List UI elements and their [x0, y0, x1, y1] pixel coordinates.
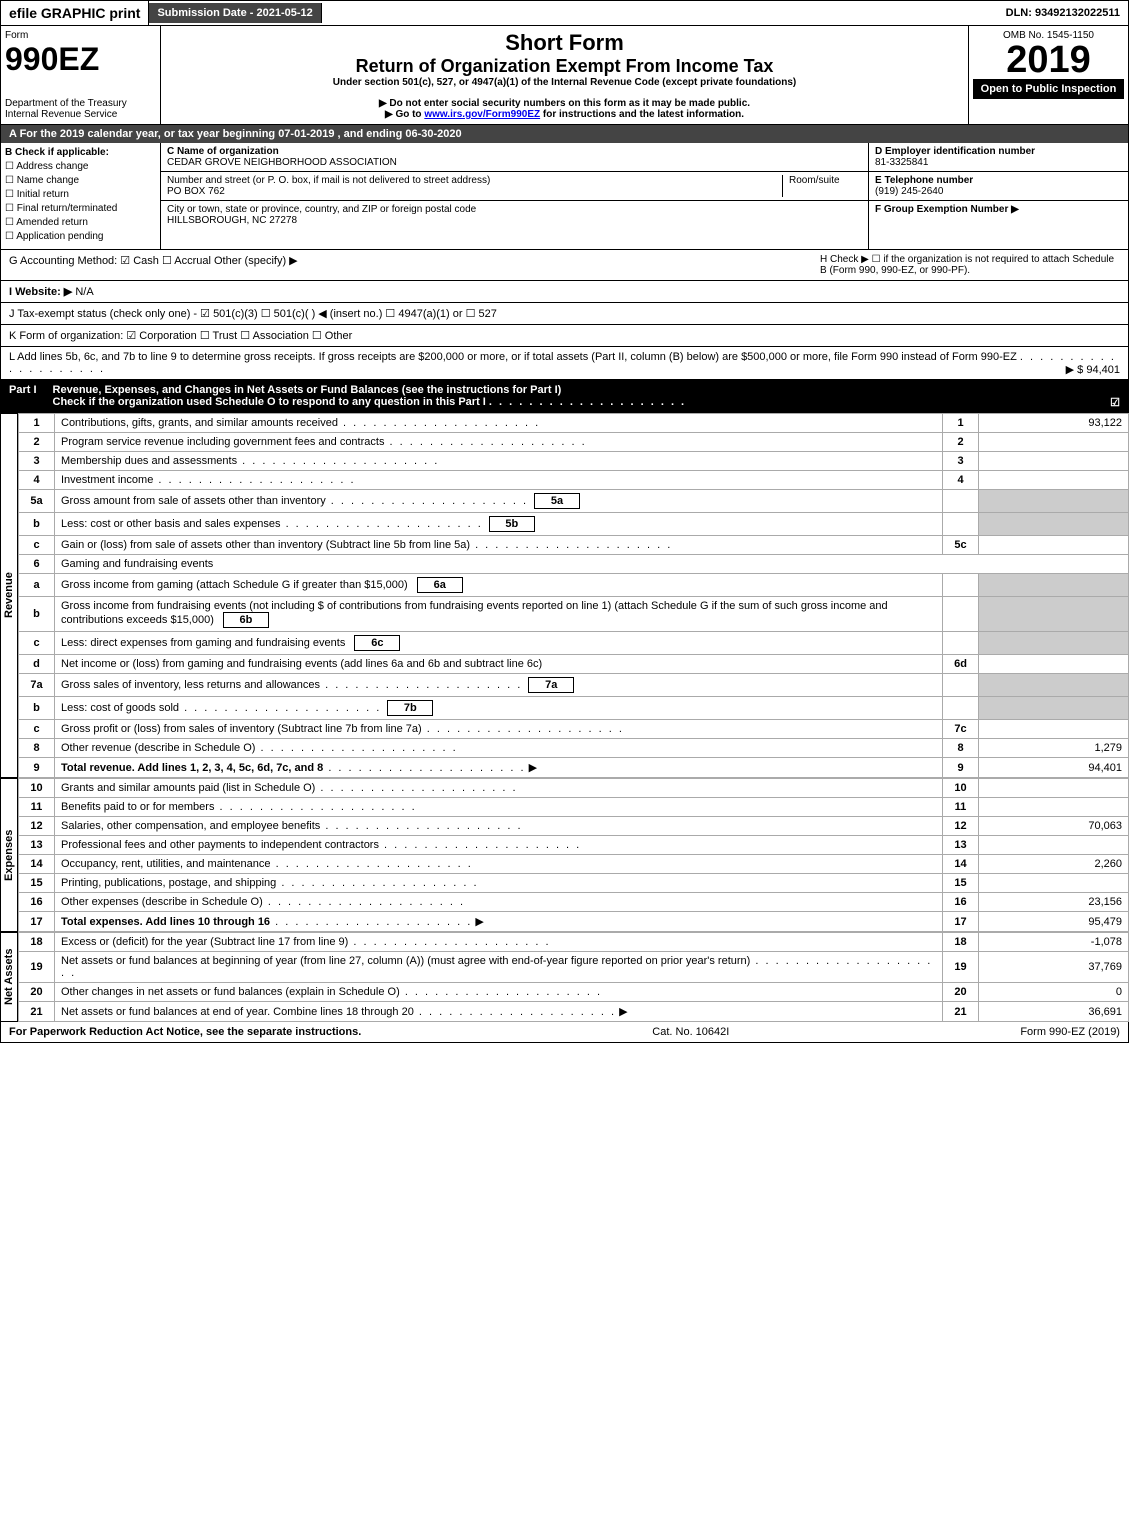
- org-street: PO BOX 762: [167, 186, 770, 197]
- expenses-section: Expenses 10Grants and similar amounts pa…: [0, 778, 1129, 932]
- part1-title: Revenue, Expenses, and Changes in Net As…: [53, 384, 562, 396]
- warn-ssn: ▶ Do not enter social security numbers o…: [165, 98, 964, 109]
- amt-10: [979, 779, 1129, 798]
- l-amount: ▶ $ 94,401: [1066, 363, 1120, 376]
- part1-label: Part I: [9, 384, 37, 409]
- c-city-label: City or town, state or province, country…: [167, 204, 862, 215]
- row-k: K Form of organization: ☑ Corporation ☐ …: [0, 325, 1129, 347]
- amt-3: [979, 452, 1129, 471]
- goto-prefix: ▶ Go to: [385, 109, 424, 120]
- telephone: (919) 245-2640: [875, 186, 1122, 197]
- title-return: Return of Organization Exempt From Incom…: [165, 56, 964, 77]
- amt-8: 1,279: [979, 739, 1129, 758]
- amt-9: 94,401: [979, 758, 1129, 778]
- tax-period: A For the 2019 calendar year, or tax yea…: [0, 125, 1129, 143]
- amt-19: 37,769: [979, 952, 1129, 983]
- revenue-table: 1Contributions, gifts, grants, and simil…: [18, 413, 1129, 778]
- e-label: E Telephone number: [875, 175, 1122, 186]
- cb-address-change[interactable]: Address change: [5, 161, 156, 172]
- row-l: L Add lines 5b, 6c, and 7b to line 9 to …: [0, 347, 1129, 380]
- cb-application-pending[interactable]: Application pending: [5, 231, 156, 242]
- amt-21: 36,691: [979, 1002, 1129, 1022]
- amt-2: [979, 433, 1129, 452]
- form-header: Form 990EZ Department of the Treasury In…: [0, 26, 1129, 125]
- amt-16: 23,156: [979, 893, 1129, 912]
- amt-18: -1,078: [979, 933, 1129, 952]
- g-accounting: G Accounting Method: ☑ Cash ☐ Accrual Ot…: [9, 254, 820, 276]
- amt-11: [979, 798, 1129, 817]
- revenue-section: Revenue 1Contributions, gifts, grants, a…: [0, 413, 1129, 778]
- amt-17: 95,479: [979, 912, 1129, 932]
- header-mid: Short Form Return of Organization Exempt…: [161, 26, 968, 124]
- side-expenses: Expenses: [0, 778, 18, 932]
- amt-13: [979, 836, 1129, 855]
- footer-mid: Cat. No. 10642I: [652, 1026, 729, 1038]
- dept-treasury: Department of the Treasury: [5, 98, 156, 109]
- irs-link[interactable]: www.irs.gov/Form990EZ: [424, 109, 540, 120]
- netassets-section: Net Assets 18Excess or (deficit) for the…: [0, 932, 1129, 1022]
- amt-12: 70,063: [979, 817, 1129, 836]
- goto-suffix: for instructions and the latest informat…: [543, 109, 744, 120]
- section-def: D Employer identification number 81-3325…: [868, 143, 1128, 249]
- footer-right: Form 990-EZ (2019): [1020, 1026, 1120, 1038]
- part1-check-text: Check if the organization used Schedule …: [53, 396, 486, 408]
- form-number: 990EZ: [5, 41, 156, 78]
- title-short-form: Short Form: [165, 30, 964, 56]
- section-b: B Check if applicable: Address change Na…: [1, 143, 161, 249]
- part1-check-mark: ☑: [1110, 396, 1120, 409]
- top-bar: efile GRAPHIC print Submission Date - 20…: [0, 0, 1129, 26]
- header-left: Form 990EZ Department of the Treasury In…: [1, 26, 161, 124]
- room-label: Room/suite: [789, 175, 862, 186]
- amt-20: 0: [979, 983, 1129, 1002]
- form-word: Form: [5, 30, 156, 41]
- d-label: D Employer identification number: [875, 146, 1122, 157]
- tax-year: 2019: [973, 41, 1124, 79]
- l-text: L Add lines 5b, 6c, and 7b to line 9 to …: [9, 351, 1017, 363]
- cb-final-return[interactable]: Final return/terminated: [5, 203, 156, 214]
- cb-initial-return[interactable]: Initial return: [5, 189, 156, 200]
- b-label: B Check if applicable:: [5, 147, 156, 158]
- open-public: Open to Public Inspection: [973, 79, 1124, 99]
- section-c: C Name of organization CEDAR GROVE NEIGH…: [161, 143, 868, 249]
- row-gh: G Accounting Method: ☑ Cash ☐ Accrual Ot…: [0, 250, 1129, 281]
- amt-15: [979, 874, 1129, 893]
- amt-7c: [979, 720, 1129, 739]
- efile-print-button[interactable]: efile GRAPHIC print: [1, 1, 149, 25]
- amt-5c: [979, 536, 1129, 555]
- c-name-label: C Name of organization: [167, 146, 862, 157]
- row-j: J Tax-exempt status (check only one) - ☑…: [0, 303, 1129, 325]
- footer-left: For Paperwork Reduction Act Notice, see …: [9, 1026, 361, 1038]
- header-right: OMB No. 1545-1150 2019 Open to Public In…: [968, 26, 1128, 124]
- amt-4: [979, 471, 1129, 490]
- submission-date: Submission Date - 2021-05-12: [149, 3, 321, 23]
- entity-info: B Check if applicable: Address change Na…: [0, 143, 1129, 250]
- amt-14: 2,260: [979, 855, 1129, 874]
- cb-amended-return[interactable]: Amended return: [5, 217, 156, 228]
- f-label: F Group Exemption Number ▶: [875, 204, 1122, 215]
- part1-header: Part I Revenue, Expenses, and Changes in…: [0, 380, 1129, 413]
- title-under: Under section 501(c), 527, or 4947(a)(1)…: [165, 77, 964, 88]
- row-i: I Website: ▶ N/A: [0, 281, 1129, 303]
- page-footer: For Paperwork Reduction Act Notice, see …: [0, 1022, 1129, 1043]
- c-addr-label: Number and street (or P. O. box, if mail…: [167, 175, 770, 186]
- h-scheduleb: H Check ▶ ☐ if the organization is not r…: [820, 254, 1120, 276]
- org-city: HILLSBOROUGH, NC 27278: [167, 215, 862, 226]
- expenses-table: 10Grants and similar amounts paid (list …: [18, 778, 1129, 932]
- dln: DLN: 93492132022511: [998, 3, 1128, 23]
- org-name: CEDAR GROVE NEIGHBORHOOD ASSOCIATION: [167, 157, 862, 168]
- ein: 81-3325841: [875, 157, 1122, 168]
- amt-6d: [979, 655, 1129, 674]
- amt-1: 93,122: [979, 414, 1129, 433]
- netassets-table: 18Excess or (deficit) for the year (Subt…: [18, 932, 1129, 1022]
- website: N/A: [75, 286, 93, 298]
- side-revenue: Revenue: [0, 413, 18, 778]
- goto-line: ▶ Go to www.irs.gov/Form990EZ for instru…: [165, 109, 964, 120]
- part1-check-dots: [489, 396, 686, 408]
- i-label: I Website: ▶: [9, 286, 72, 298]
- cb-name-change[interactable]: Name change: [5, 175, 156, 186]
- side-netassets: Net Assets: [0, 932, 18, 1022]
- irs-label: Internal Revenue Service: [5, 109, 156, 120]
